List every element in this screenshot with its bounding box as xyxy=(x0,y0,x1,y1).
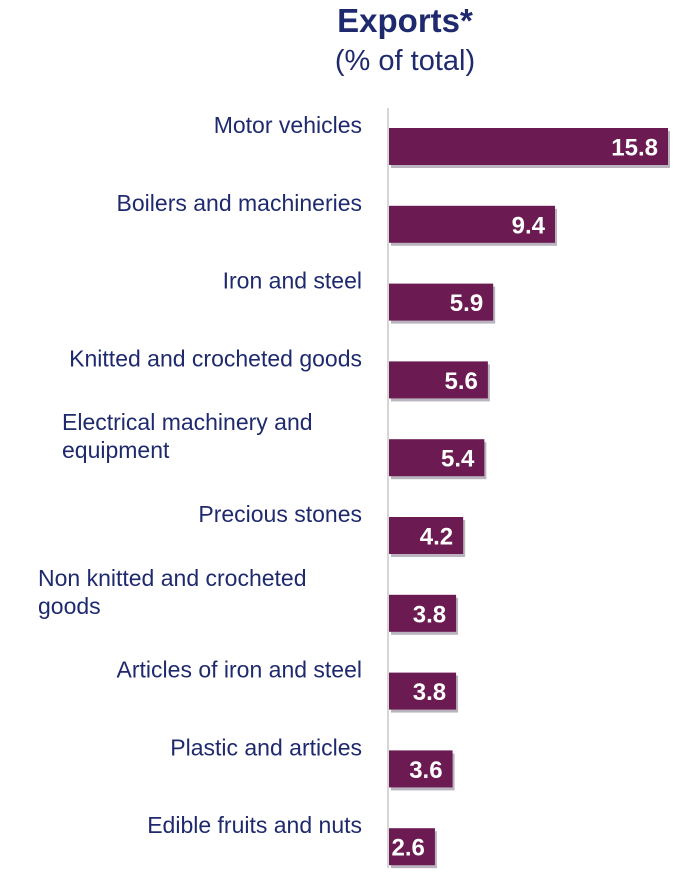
bar xyxy=(389,517,464,554)
bars-group: 15.8 9.4 5.9 5.6 5.4 4.2 3.8 3.8 3.6 2.6 xyxy=(389,128,670,869)
bar-value-label: 5.6 xyxy=(445,368,478,395)
bar-value-label: 9.4 xyxy=(512,212,546,239)
bar xyxy=(389,750,453,788)
category-label: Iron and steel xyxy=(223,268,362,294)
bar xyxy=(389,361,488,399)
category-label-line: equipment xyxy=(62,437,170,463)
category-label: Knitted and crocheted goods xyxy=(69,345,362,371)
category-label: Electrical machinery and equipment xyxy=(62,409,313,463)
bar-value-label: 3.6 xyxy=(409,757,442,784)
category-label: Motor vehicles xyxy=(214,112,362,138)
bar xyxy=(389,128,668,165)
category-label: Edible fruits and nuts xyxy=(147,812,362,838)
bar-value-label: 2.6 xyxy=(392,835,425,862)
category-label: Boilers and machineries xyxy=(117,190,362,216)
category-label: Non knitted and crocheted goods xyxy=(38,565,307,619)
chart-subtitle: (% of total) xyxy=(334,45,476,77)
bar xyxy=(389,594,457,632)
category-label-line: goods xyxy=(38,593,101,619)
bar xyxy=(389,439,485,477)
bar-value-label: 5.9 xyxy=(450,290,483,317)
bar xyxy=(389,283,494,321)
category-label: Precious stones xyxy=(198,501,362,527)
bar-value-label: 3.8 xyxy=(413,679,446,706)
category-labels: Motor vehicles Boilers and machineries Iro… xyxy=(38,112,362,838)
bar-value-label: 4.2 xyxy=(420,524,453,551)
category-label-line: Electrical machinery and xyxy=(62,409,313,435)
bar-value-label: 15.8 xyxy=(611,135,658,162)
chart-title: Exports* xyxy=(337,2,473,39)
bar xyxy=(389,205,555,243)
category-label: Plastic and articles xyxy=(170,734,362,760)
category-label-line: Non knitted and crocheted xyxy=(38,565,307,591)
bar-value-label: 5.4 xyxy=(441,446,475,473)
bar xyxy=(389,828,435,866)
bar-value-label: 3.8 xyxy=(413,601,446,628)
bar xyxy=(389,672,457,710)
category-label: Articles of iron and steel xyxy=(117,657,362,683)
